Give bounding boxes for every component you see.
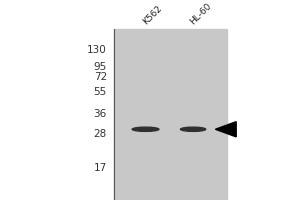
Text: 28: 28 xyxy=(94,129,107,139)
Text: K562: K562 xyxy=(141,3,164,26)
Text: 95: 95 xyxy=(94,62,107,72)
Polygon shape xyxy=(215,122,236,137)
Text: 55: 55 xyxy=(94,87,107,97)
Text: 17: 17 xyxy=(94,163,107,173)
Text: 36: 36 xyxy=(94,109,107,119)
Ellipse shape xyxy=(181,127,206,131)
Text: 130: 130 xyxy=(87,45,107,55)
Text: 72: 72 xyxy=(94,72,107,82)
Bar xyxy=(114,29,227,199)
Text: HL-60: HL-60 xyxy=(189,1,214,26)
Ellipse shape xyxy=(132,127,159,131)
